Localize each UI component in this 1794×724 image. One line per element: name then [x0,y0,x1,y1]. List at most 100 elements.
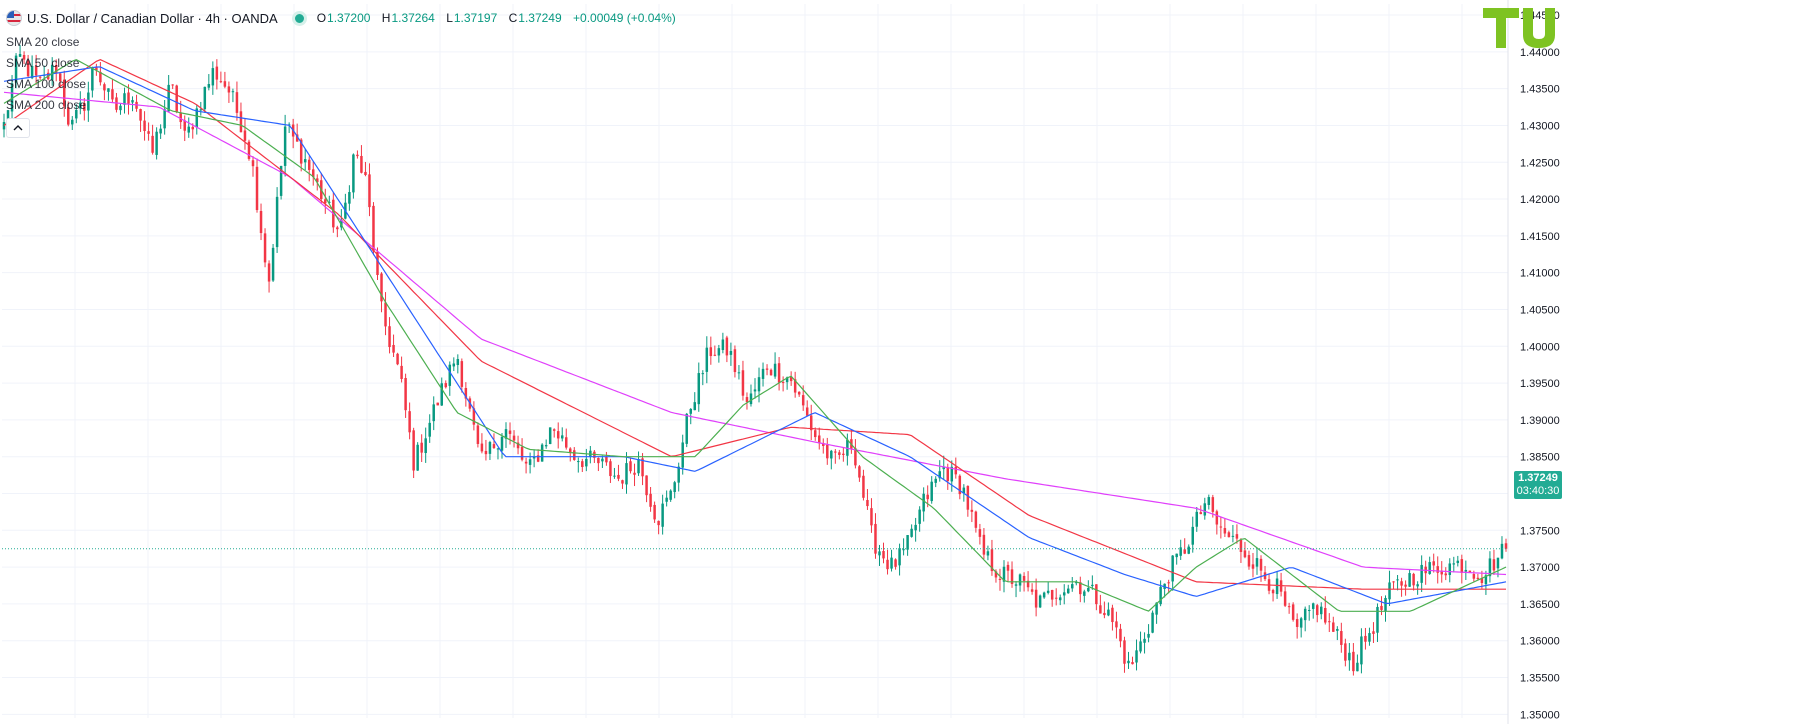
candle-body [71,119,74,125]
candle-body [532,456,536,459]
candle-body [886,559,889,570]
candle-body [1428,562,1431,574]
candle-body [1247,555,1251,567]
candle-body [669,490,672,500]
candle-body [432,404,435,422]
candle-body [1159,586,1162,605]
sma-line-20 [3,58,1507,612]
candle-body [577,461,580,463]
candle-body [1010,569,1014,584]
bar-countdown: 03:40:30 [1516,485,1560,497]
sma-line-100 [3,59,1506,590]
candle-body [990,549,994,572]
candle-body [621,480,624,484]
low-value: 1.37197 [453,11,498,25]
indicator-legend: SMA 20 close SMA 50 close SMA 100 close … [6,32,86,138]
candle-body [962,487,966,494]
candle-body [769,369,773,376]
indicator-sma200[interactable]: SMA 200 close [6,98,87,112]
symbol-header[interactable]: U.S. Dollar / Canadian Dollar · 4h · OAN… [6,8,684,28]
candle-body [171,84,174,86]
candle-body [805,407,809,416]
indicator-sma50[interactable]: SMA 50 close [6,56,80,70]
candle-body [22,54,26,60]
candle-body [677,466,680,483]
candle-body [223,81,227,87]
candle-body [255,166,259,211]
indicator-sma100[interactable]: SMA 100 close [6,77,87,91]
candle-body [107,88,110,92]
candle-body [641,458,644,477]
candle-body [1271,590,1275,594]
y-tick-label: 1.39000 [1520,415,1560,427]
candle-body [637,459,640,474]
candle-body [139,109,142,121]
candle-body [1340,631,1343,645]
candle-body [745,397,749,403]
candle-body [1283,591,1287,606]
candle-body [207,84,211,88]
candle-body [1006,564,1010,571]
candle-body [898,548,901,566]
symbol-title[interactable]: U.S. Dollar / Canadian Dollar · 4h · OAN… [27,10,278,26]
candle-body [834,451,837,453]
candle-body [617,474,620,479]
candle-body [1303,608,1307,621]
candle-body [303,159,307,163]
candle-body [452,363,456,367]
indicator-sma20[interactable]: SMA 20 close [6,35,80,49]
candle-body [508,430,512,434]
ohlc-readout: O1.37200 H1.37264 L1.37197 C1.37249 +0.0… [317,11,684,25]
candle-body [1412,573,1415,586]
candle-body [581,461,584,467]
candle-body [1227,532,1231,538]
candle-body [307,159,311,170]
candle-body [1336,628,1339,631]
candle-body [95,67,98,71]
last-price-label: 1.37249 03:40:30 [1514,471,1562,499]
candle-body [874,523,877,554]
candle-body [1151,612,1154,633]
candle-body [239,111,243,133]
candle-body [914,524,917,531]
high-value: 1.37264 [391,11,435,25]
candle-body [1396,579,1399,581]
candle-body [1067,588,1070,594]
candle-body [1127,660,1130,664]
collapse-legend-button[interactable] [6,118,30,138]
candle-body [1042,592,1046,598]
candle-body [444,383,448,388]
candle-body [1480,577,1484,584]
candle-body [866,500,869,507]
candle-body [954,466,958,475]
candle-body [476,425,480,444]
candle-body [1255,558,1259,567]
candle-body [1243,550,1247,558]
candle-body [721,339,725,350]
candle-body [930,481,933,502]
candle-body [1324,608,1327,623]
candle-body [512,435,516,441]
candle-body [998,578,1002,580]
candle-body [573,450,576,460]
candle-body [1291,604,1295,620]
candle-body [348,192,351,204]
candle-body [91,68,94,91]
candle-body [1328,621,1331,623]
candle-body [1187,546,1190,554]
candle-body [1251,564,1255,569]
y-tick-label: 1.44000 [1520,47,1560,59]
low-key: L [446,11,453,25]
candle-body [645,475,648,496]
last-price-value: 1.37249 [1518,472,1558,484]
candle-body [789,376,793,382]
candle-body [83,103,86,111]
candle-body [159,128,162,134]
market-status-dot-icon [291,10,307,26]
candle-body [733,349,737,373]
candle-body [1456,560,1460,564]
candle-body [544,445,548,447]
candle-body [2,122,6,130]
y-tick-label: 1.37500 [1520,525,1560,537]
